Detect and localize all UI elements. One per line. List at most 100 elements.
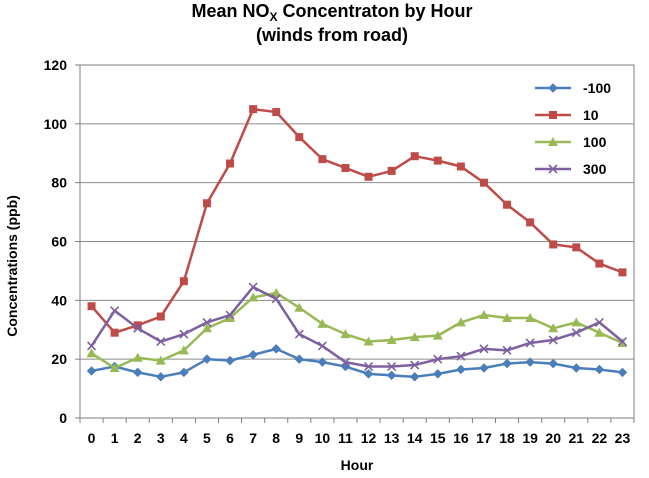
data-point-x bbox=[110, 306, 120, 316]
y-tick-label: 0 bbox=[59, 410, 67, 426]
data-point-x bbox=[617, 336, 628, 347]
x-tick-label: 17 bbox=[476, 430, 492, 446]
chart-title-line1: Mean NOX Concentraton by Hour bbox=[191, 1, 472, 24]
legend-item: -100 bbox=[535, 80, 611, 96]
data-point-square bbox=[272, 108, 281, 117]
x-tick-label: 3 bbox=[157, 430, 165, 446]
x-tick-label: 19 bbox=[522, 430, 538, 446]
x-tick-label: 2 bbox=[134, 430, 142, 446]
series-300 bbox=[86, 282, 628, 372]
data-point-square bbox=[295, 133, 304, 142]
data-point-square bbox=[364, 172, 373, 181]
data-point-x bbox=[156, 336, 166, 347]
data-point-diamond bbox=[155, 371, 166, 382]
data-point-triangle bbox=[363, 336, 374, 346]
x-tick-label: 22 bbox=[592, 430, 608, 446]
data-point-diamond bbox=[202, 354, 212, 365]
data-point-triangle bbox=[294, 302, 305, 312]
y-tick-label: 80 bbox=[51, 175, 67, 191]
x-tick-label: 7 bbox=[249, 430, 257, 446]
data-point-square bbox=[526, 218, 535, 227]
data-point-x bbox=[202, 317, 212, 327]
legend: -100 10 100 300 bbox=[535, 80, 611, 177]
data-point-x bbox=[317, 341, 327, 351]
x-tick-label: 14 bbox=[407, 430, 423, 446]
data-point-triangle bbox=[478, 310, 489, 320]
data-point-diamond bbox=[225, 355, 235, 366]
data-point-square bbox=[503, 200, 512, 209]
chart-title-line2: (winds from road) bbox=[256, 25, 408, 45]
x-tick-label: 18 bbox=[499, 430, 515, 446]
data-point-diamond bbox=[248, 349, 258, 360]
data-point-square bbox=[618, 268, 627, 277]
data-point-triangle bbox=[548, 323, 559, 333]
data-point-x bbox=[479, 344, 489, 354]
data-point-diamond bbox=[479, 363, 489, 373]
series-layer bbox=[86, 105, 628, 382]
data-point-square bbox=[110, 328, 119, 337]
x-tick-label: 21 bbox=[569, 430, 585, 446]
x-tick-label: 10 bbox=[315, 430, 331, 446]
x-tick-label: 23 bbox=[615, 430, 631, 446]
data-point-x bbox=[248, 282, 258, 292]
data-point-square bbox=[387, 166, 396, 175]
chart-title-suffix: Concentraton by Hour bbox=[278, 1, 473, 21]
chart-title-prefix: Mean NO bbox=[191, 1, 269, 21]
legend-label: 300 bbox=[583, 161, 607, 177]
data-point-diamond bbox=[179, 367, 189, 378]
data-point-triangle bbox=[132, 352, 143, 362]
data-point-diamond bbox=[86, 366, 97, 376]
data-point-triangle bbox=[594, 327, 605, 337]
data-point-square bbox=[202, 199, 211, 208]
data-point-square bbox=[549, 111, 557, 119]
legend-item: 10 bbox=[535, 107, 599, 123]
data-point-x bbox=[525, 338, 535, 348]
y-tick-label: 100 bbox=[44, 116, 68, 132]
data-point-diamond bbox=[548, 83, 558, 93]
data-point-square bbox=[226, 159, 235, 168]
data-point-triangle bbox=[548, 137, 558, 146]
data-point-square bbox=[479, 178, 488, 187]
data-point-triangle bbox=[109, 362, 120, 372]
y-axis-title: Concentrations (ppb) bbox=[4, 195, 20, 337]
y-tick-label: 20 bbox=[51, 351, 67, 367]
data-point-triangle bbox=[155, 355, 166, 365]
x-tick-label: 6 bbox=[226, 430, 234, 446]
x-tick-label: 13 bbox=[384, 430, 400, 446]
data-point-diamond bbox=[132, 367, 143, 378]
legend-label: 100 bbox=[583, 134, 607, 150]
legend-label: 10 bbox=[583, 107, 599, 123]
data-point-diamond bbox=[432, 369, 443, 379]
data-point-triangle bbox=[409, 332, 420, 342]
data-point-x bbox=[410, 360, 420, 370]
data-point-diamond bbox=[617, 367, 628, 378]
legend-item: 300 bbox=[535, 161, 607, 177]
data-point-triangle bbox=[86, 348, 97, 358]
data-point-triangle bbox=[201, 323, 212, 333]
data-point-triangle bbox=[340, 329, 351, 339]
data-point-square bbox=[572, 243, 581, 252]
series-line bbox=[90, 285, 624, 368]
data-point-diamond bbox=[363, 369, 374, 379]
x-tick-label: 15 bbox=[430, 430, 446, 446]
data-point-square bbox=[456, 162, 465, 171]
data-point-square bbox=[341, 163, 350, 172]
data-point-x bbox=[340, 357, 351, 367]
legend-item: 100 bbox=[535, 134, 607, 150]
data-point-x bbox=[387, 361, 397, 372]
x-tick-label: 0 bbox=[88, 430, 96, 446]
x-tick-label: 11 bbox=[338, 430, 353, 446]
data-point-x bbox=[294, 329, 304, 339]
data-point-diamond bbox=[386, 370, 397, 381]
data-point-triangle bbox=[455, 317, 466, 327]
data-point-diamond bbox=[317, 357, 328, 367]
data-point-diamond bbox=[409, 371, 420, 382]
data-point-square bbox=[156, 312, 165, 321]
y-tick-label: 120 bbox=[44, 57, 68, 73]
data-point-diamond bbox=[502, 358, 512, 369]
data-point-x bbox=[133, 323, 143, 333]
y-tick-label: 60 bbox=[51, 234, 67, 250]
data-point-triangle bbox=[432, 330, 443, 340]
series-line bbox=[90, 291, 623, 370]
